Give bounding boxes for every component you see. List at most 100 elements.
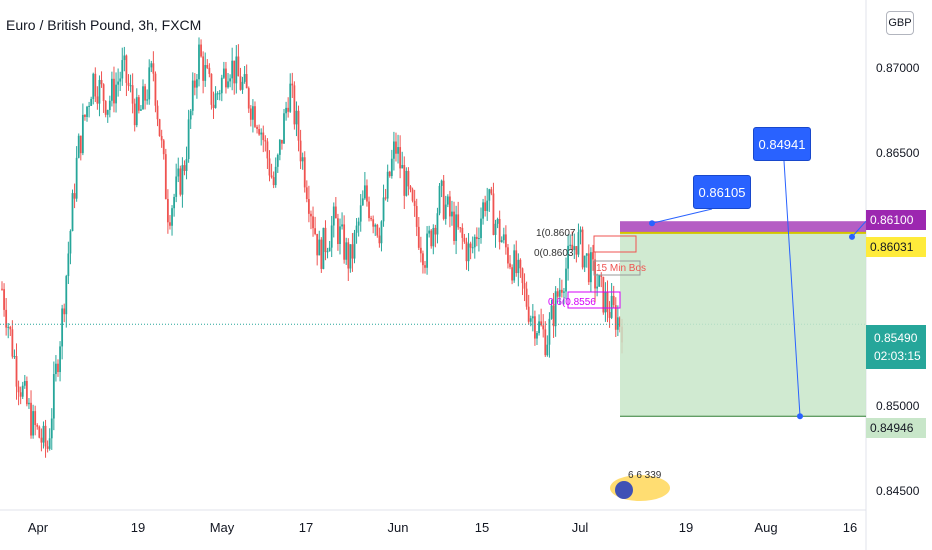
candle-body [32,411,35,436]
candle-body [353,232,356,259]
candle-body [550,305,553,319]
candle-body [457,214,460,228]
candle-body [110,78,113,101]
candle-body [69,231,72,254]
candle-body [490,189,493,194]
x-tick-label: Apr [27,520,49,535]
candle-body [515,250,518,274]
target-price-tag: 0.84946 [866,418,926,438]
candle-body [502,234,505,241]
candle-body [604,292,607,313]
candle-body [513,250,516,281]
candle-body [388,171,391,177]
candle-body [498,218,501,243]
candle-body [316,233,319,256]
candle-body [475,236,478,239]
candle-body [140,109,142,111]
candle-body [171,208,173,226]
candle-body [137,97,140,111]
candle-body [148,67,151,100]
fib-box-label [593,260,641,276]
candle-body [71,193,74,232]
candle-body [52,374,55,419]
candle-body [585,253,588,256]
y-tick-label: 0.84500 [876,483,920,498]
candle-body [48,438,51,449]
candle-body [366,185,368,202]
candle-body [376,224,379,236]
candle-body [285,107,287,114]
candle-body [430,230,433,247]
candle-body [378,235,381,244]
candle-body [314,228,317,234]
candle-body [602,276,605,313]
stop-zone [620,221,866,233]
candle-body [189,110,192,120]
callout-lower[interactable]: 0.86105 [693,175,751,209]
candle-body [579,229,582,233]
candle-body [465,241,468,262]
candle-body [274,166,277,186]
candle-body [276,154,279,167]
candle-body [67,253,70,277]
candle-body [57,363,59,373]
x-tick-label: 19 [130,520,146,535]
candle-body [231,60,234,79]
candle-body [92,73,95,99]
candle-body [17,386,20,393]
candle-body [278,139,281,155]
candle-body [135,97,138,126]
candle-body [268,158,271,176]
candle-body [552,305,555,327]
fib-box-lower [567,291,621,309]
candle-body [488,189,491,201]
candle-body [229,78,231,82]
candle-body [619,317,621,327]
candle-body [444,204,447,219]
candle-body [511,267,514,281]
candle-body [422,253,424,266]
candle-body [523,283,526,289]
candle-body [173,196,176,209]
candle-body [390,158,393,177]
candle-body [104,101,107,115]
candle-body [542,325,545,330]
candle-body [326,251,329,253]
candle-body [129,85,132,87]
candle-body [616,317,619,330]
candle-body [556,291,559,297]
candle-body [79,135,82,154]
candle-body [9,326,12,330]
candle-body [179,168,182,195]
currency-badge[interactable]: GBP [886,11,914,35]
candle-body [426,233,428,268]
candle-body [407,170,410,187]
callout-upper-anchor [797,413,803,420]
candle-body [133,103,136,126]
candle-body [438,185,441,214]
candle-body [185,159,188,171]
candle-body [560,289,563,293]
candle-body [90,98,93,106]
candle-body [258,128,261,135]
candle-body [357,221,360,226]
candle-body [596,286,599,289]
candle-body [349,244,352,269]
x-tick-label: 15 [474,520,490,535]
candle-body [318,239,321,256]
candle-body [212,104,215,108]
callout-upper[interactable]: 0.84941 [753,127,811,161]
candle-body [417,226,420,248]
candle-body [218,93,221,95]
candle-body [183,165,186,171]
candle-body [554,291,557,327]
candle-body [247,88,250,109]
candle-body [446,196,449,205]
candle-body [540,321,543,326]
candle-body [361,198,364,206]
candle-body [332,206,335,226]
last-price-tag: 0.85490 02:03:15 [866,325,926,369]
candle-body [15,356,18,387]
candle-body [208,67,211,74]
